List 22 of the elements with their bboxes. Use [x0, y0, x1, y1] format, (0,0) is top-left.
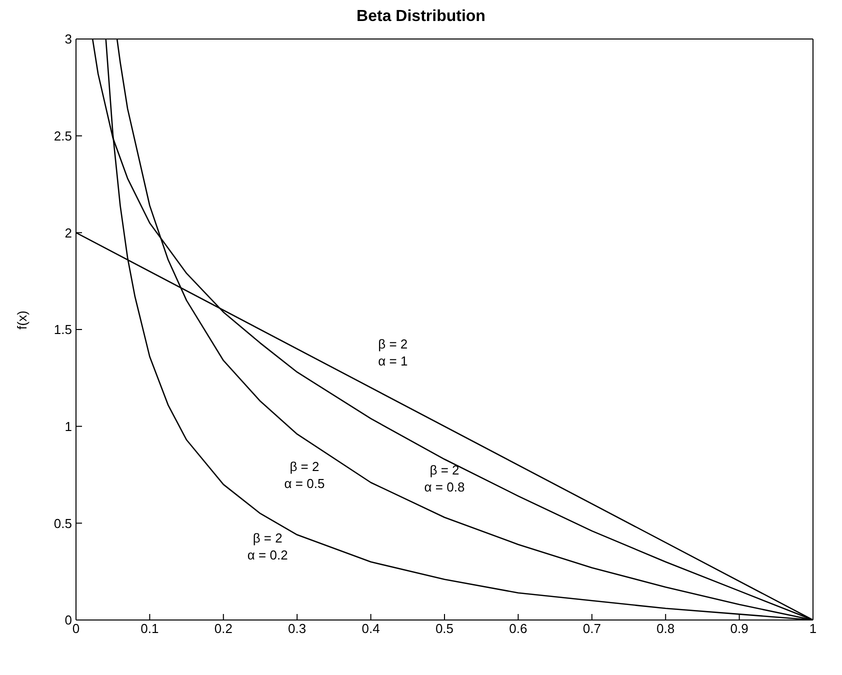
x-tick-label: 0.8	[656, 621, 675, 636]
x-tick-label: 0.5	[435, 621, 454, 636]
y-tick-label: 1	[64, 418, 72, 434]
y-axis-title: f(x)	[14, 310, 30, 330]
y-tick-label: 0.5	[54, 516, 72, 531]
y-tick-label: 1.5	[54, 322, 72, 338]
y-tick-label: 2	[64, 225, 72, 240]
series-label: β = 2 α = 0.2	[247, 530, 288, 562]
x-tick-label: 0.9	[730, 621, 748, 636]
y-tick-label: 2.5	[54, 128, 72, 144]
series-label: β = 2 α = 1	[378, 336, 408, 369]
x-tick-label: 0.2	[214, 621, 232, 636]
x-tick-label: 0.3	[288, 621, 306, 636]
x-tick-label: 0.1	[140, 621, 159, 636]
x-tick-label: 0.4	[362, 621, 380, 636]
series-label: β = 2 α = 0.5	[284, 458, 325, 491]
x-tick-label: 0.7	[582, 621, 601, 636]
chart-title: Beta Distribution	[356, 8, 486, 27]
y-tick-label: 3	[64, 32, 72, 47]
series-label: β = 2 α = 0.8	[424, 462, 465, 495]
x-tick-label: 0.6	[509, 621, 528, 636]
x-tick-label: 1	[809, 621, 817, 636]
